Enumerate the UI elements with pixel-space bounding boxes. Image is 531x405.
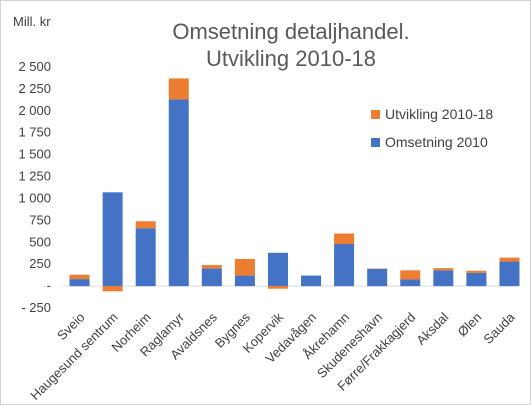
bar-omsetning-2010 xyxy=(433,270,454,287)
y-tick-label: 2 000 xyxy=(18,103,51,118)
bar-utvikling xyxy=(234,258,255,276)
y-tick-label: 1 750 xyxy=(18,125,51,140)
bar-utvikling xyxy=(267,286,288,289)
y-tick-label: - 250 xyxy=(21,300,51,315)
y-tick-label: 1 000 xyxy=(18,190,51,205)
y-tick-label: 750 xyxy=(29,212,51,227)
bar-omsetning-2010 xyxy=(499,261,520,287)
y-tick-label: - xyxy=(47,278,51,293)
x-tick-label: Aksdal xyxy=(413,309,451,347)
bar-utvikling xyxy=(400,270,421,280)
bar-omsetning-2010 xyxy=(234,275,255,287)
y-tick-label: 2 500 xyxy=(18,59,51,74)
chart-title-line2: Utvikling 2010-18 xyxy=(206,46,376,71)
bar-utvikling xyxy=(499,257,520,262)
bar-omsetning-2010 xyxy=(201,268,222,287)
legend-swatch-utvikling xyxy=(371,109,380,119)
bar-utvikling xyxy=(168,78,189,100)
bar-omsetning-2010 xyxy=(168,99,189,287)
bar-utvikling xyxy=(69,274,90,280)
bar-omsetning-2010 xyxy=(334,244,355,287)
bar-utvikling xyxy=(433,268,454,271)
y-tick-label: 2 250 xyxy=(18,81,51,96)
bar-omsetning-2010 xyxy=(466,272,487,287)
y-tick-label: 500 xyxy=(29,234,51,249)
x-tick-label: Sauda xyxy=(480,309,518,347)
legend-label-omsetning: Omsetning 2010 xyxy=(385,134,488,150)
legend-item-utvikling: Utvikling 2010-18 xyxy=(371,106,493,122)
bar-omsetning-2010 xyxy=(102,192,123,287)
legend-swatch-omsetning xyxy=(371,137,380,147)
bar-omsetning-2010 xyxy=(367,269,388,287)
bar-omsetning-2010 xyxy=(267,252,288,287)
bar-utvikling xyxy=(102,286,123,292)
bar-omsetning-2010 xyxy=(135,228,156,287)
x-tick-label: Ølen xyxy=(454,310,484,340)
chart-title-line1: Omsetning detaljhandel. xyxy=(172,19,410,44)
y-tick-label: 250 xyxy=(29,256,51,271)
bar-utvikling xyxy=(466,270,487,273)
bar-utvikling xyxy=(334,233,355,245)
legend-item-omsetning: Omsetning 2010 xyxy=(371,134,488,150)
bar-omsetning-2010 xyxy=(301,275,322,287)
legend-label-utvikling: Utvikling 2010-18 xyxy=(385,106,494,122)
y-tick-label: 1 500 xyxy=(18,147,51,162)
y-tick-label: 1 250 xyxy=(18,169,51,184)
bar-omsetning-2010 xyxy=(69,279,90,287)
unit-label: Mill. kr xyxy=(13,14,51,29)
bar-omsetning-2010 xyxy=(400,279,421,287)
bar-utvikling xyxy=(201,265,222,269)
bar-utvikling xyxy=(135,221,156,229)
